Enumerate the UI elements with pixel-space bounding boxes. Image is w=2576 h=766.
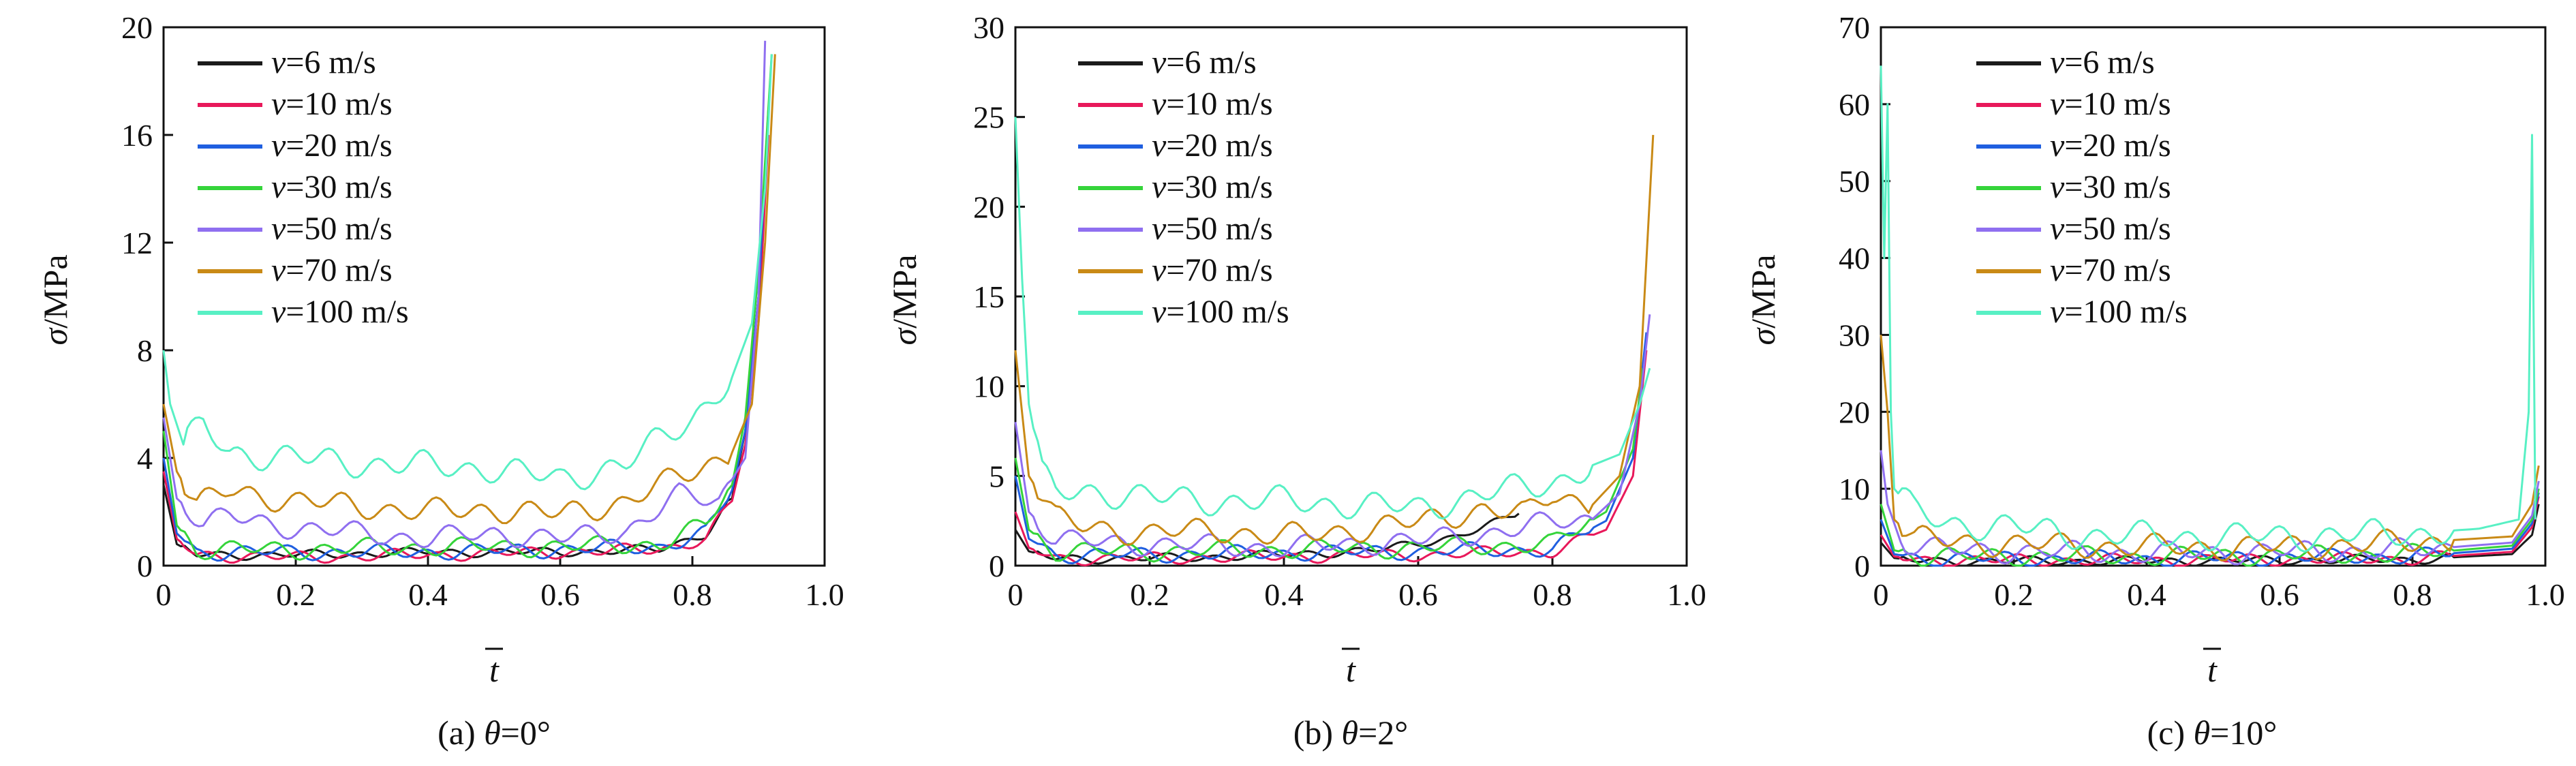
series-line-v6: [1880, 504, 2540, 567]
y-tick-label: 4: [137, 441, 153, 476]
legend-label-v30: v=30 m/s: [271, 169, 393, 205]
y-tick-label: 5: [989, 459, 1005, 493]
legend-label-v20: v=20 m/s: [1152, 127, 1273, 164]
y-tick-label: 20: [121, 10, 153, 45]
plot-area-a: 0 0.2 0.4 0.6 0.8 1.0 0 4 8 12 16 20 v=6 m/s v=10 m/s…: [121, 10, 844, 612]
panel-c: 0 0.2 0.4 0.6 0.8 1.0 0 10 20 30 40 50 60 70 v=6 m/s v=…: [1744, 10, 2565, 752]
x-tick-label: 0.8: [673, 577, 712, 612]
y-tick-label: 15: [973, 279, 1005, 314]
series-line-v50: [1880, 450, 2540, 566]
legend-label-v50: v=50 m/s: [2050, 211, 2171, 247]
caption-a: (a) θ=0°: [438, 714, 551, 752]
series-line-v100: [1880, 65, 2536, 553]
legend-label-v100: v=100 m/s: [271, 294, 409, 330]
legend-label-v6: v=6 m/s: [1152, 44, 1257, 80]
y-tick-label: 40: [1839, 241, 1870, 276]
y-tick-label: 8: [137, 333, 153, 368]
ylabel-b: σ/MPa: [885, 254, 923, 345]
x-tick-label: 0.4: [1264, 577, 1304, 612]
y-tick-label: 70: [1839, 10, 1870, 45]
x-tick-label: 0.2: [276, 577, 316, 612]
plot-area-c: 0 0.2 0.4 0.6 0.8 1.0 0 10 20 30 40 50 60 70 v=6 m/s v=…: [1839, 10, 2565, 612]
series-line-v30: [1014, 368, 1644, 563]
legend-label-v70: v=70 m/s: [271, 252, 393, 288]
legend-label-v100: v=100 m/s: [1152, 294, 1289, 330]
x-tick-label: 1.0: [1667, 577, 1706, 612]
plot-area-b: 0 0.2 0.4 0.6 0.8 1.0 0 5 10 15 20 25 30 v=6 m/s v=10 …: [973, 10, 1706, 612]
series-line-v6: [162, 188, 767, 562]
x-tick-label: 0.2: [1994, 577, 2034, 612]
panel-b: 0 0.2 0.4 0.6 0.8 1.0 0 5 10 15 20 25 30 v=6 m/s v=10 …: [885, 10, 1706, 752]
series-line-v20: [1014, 332, 1648, 565]
plot-frame: [162, 26, 826, 567]
x-tick-label: 0.6: [1398, 577, 1438, 612]
series-line-v20: [162, 108, 770, 562]
series-line-v30: [1880, 488, 2540, 567]
legend-label-v70: v=70 m/s: [2050, 252, 2171, 288]
y-tick-label: 20: [1839, 395, 1870, 429]
y-tick-label: 20: [973, 189, 1005, 224]
xlabel-b: t: [1346, 651, 1356, 689]
series-line-v10: [1880, 496, 2540, 567]
y-tick-label: 16: [121, 118, 153, 153]
x-tick-label: 0.4: [408, 577, 448, 612]
y-tick-label: 10: [973, 369, 1005, 404]
legend-label-v70: v=70 m/s: [1152, 252, 1273, 288]
series-line-v30: [162, 54, 773, 561]
series-line-v100: [1014, 117, 1651, 520]
x-tick-label: 1.0: [805, 577, 844, 612]
x-tick-label: 0.8: [1533, 577, 1572, 612]
x-tick-label: 0: [1008, 577, 1024, 612]
legend-label-v100: v=100 m/s: [2050, 294, 2188, 330]
legend-label-v10: v=10 m/s: [1152, 86, 1273, 122]
series-line-v10: [162, 134, 770, 564]
series-line-v10: [1014, 350, 1648, 567]
plot-frame: [1880, 26, 2547, 567]
caption-b: (b) θ=2°: [1293, 714, 1409, 752]
y-tick-label: 0: [989, 549, 1005, 583]
y-tick-label: 10: [1839, 472, 1870, 506]
legend-label-v20: v=20 m/s: [2050, 127, 2171, 164]
x-tick-label: 0.2: [1130, 577, 1169, 612]
series-line-v100: [162, 54, 773, 491]
series-line-v70: [1880, 335, 2540, 562]
y-tick-label: 30: [973, 10, 1005, 45]
series-line-v50: [1014, 314, 1651, 558]
y-tick-label: 25: [973, 100, 1005, 135]
x-tick-label: 0: [1873, 577, 1889, 612]
panel-a: 0 0.2 0.4 0.6 0.8 1.0 0 4 8 12 16 20 v=6 m/s v=10 m/s…: [36, 10, 844, 752]
ylabel-a: σ/MPa: [36, 254, 74, 345]
ylabel-c: σ/MPa: [1744, 254, 1782, 345]
series-line-v70: [162, 54, 776, 525]
x-tick-label: 0.4: [2127, 577, 2166, 612]
legend-label-v6: v=6 m/s: [2050, 44, 2155, 80]
legend-label-v50: v=50 m/s: [1152, 211, 1273, 247]
legend-label-v30: v=30 m/s: [2050, 169, 2171, 205]
legend-label-v50: v=50 m/s: [271, 211, 393, 247]
series-line-v70: [1014, 134, 1655, 547]
x-tick-label: 1.0: [2526, 577, 2565, 612]
caption-c: (c) θ=10°: [2147, 714, 2278, 752]
legend-label-v10: v=10 m/s: [271, 86, 393, 122]
y-tick-label: 50: [1839, 164, 1870, 199]
y-tick-label: 0: [1854, 549, 1870, 583]
x-tick-label: 0.6: [540, 577, 580, 612]
xlabel-a: t: [489, 651, 500, 689]
legend-label-v20: v=20 m/s: [271, 127, 393, 164]
plot-frame: [1014, 26, 1688, 567]
x-tick-label: 0.8: [2393, 577, 2432, 612]
y-tick-label: 12: [121, 226, 153, 260]
legend-label-v10: v=10 m/s: [2050, 86, 2171, 122]
y-tick-label: 0: [137, 549, 153, 583]
series-line-v50: [162, 40, 767, 549]
legend-label-v30: v=30 m/s: [1152, 169, 1273, 205]
x-tick-label: 0.6: [2260, 577, 2299, 612]
xlabel-c: t: [2207, 651, 2218, 689]
legend-label-v6: v=6 m/s: [271, 44, 376, 80]
y-tick-label: 30: [1839, 318, 1870, 352]
x-tick-label: 0: [156, 577, 172, 612]
y-tick-label: 60: [1839, 87, 1870, 122]
